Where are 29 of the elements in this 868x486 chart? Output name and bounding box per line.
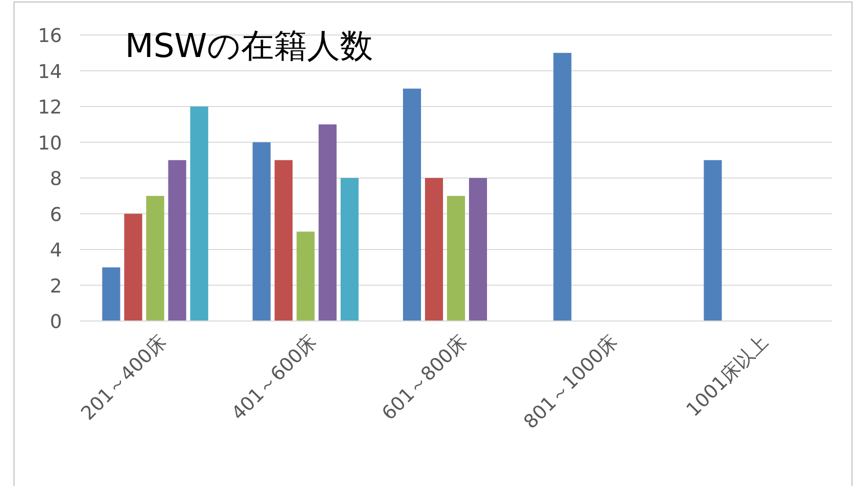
y-tick-label: 14 [38,60,62,83]
bar [168,160,186,321]
bar [403,88,421,321]
bar [447,196,465,321]
bar [252,142,271,321]
bar [296,232,315,321]
bar [340,178,359,321]
y-tick-label: 10 [38,132,62,154]
x-tick-label: 401～600床 [227,330,322,425]
y-tick-label: 2 [50,275,62,298]
y-tick-label: 4 [50,240,62,262]
bar [274,160,293,321]
bar [318,124,337,321]
chart-title: MSWの在籍人数 [125,26,374,65]
y-tick-label: 12 [38,96,62,118]
bar [124,214,142,321]
bar [190,106,208,321]
bar [102,267,120,321]
y-tick-label: 0 [50,311,62,333]
bar [425,178,443,321]
bar [553,52,572,321]
y-tick-label: 16 [38,25,62,47]
bar [146,196,164,321]
bar [704,160,722,321]
bar [469,178,487,321]
y-tick-label: 6 [50,204,62,226]
x-tick-label: 601～800床 [378,330,472,425]
y-tick-label: 8 [50,168,62,190]
x-tick-label: 201～400床 [77,330,171,425]
